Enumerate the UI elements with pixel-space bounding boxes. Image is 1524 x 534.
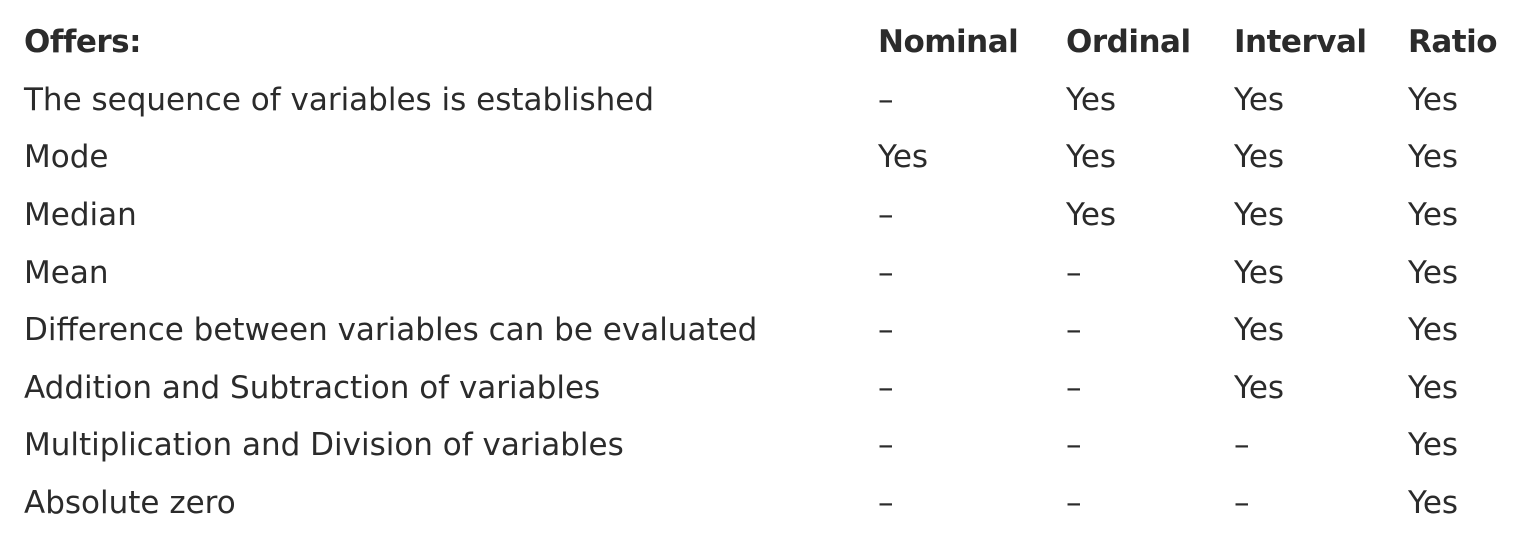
- row-label: The sequence of variables is established: [24, 81, 654, 118]
- cell-nominal: –: [878, 197, 894, 234]
- header-ordinal: Ordinal: [1066, 24, 1191, 61]
- cell-ordinal: Yes: [1066, 139, 1117, 176]
- table-row: Mean – – Yes Yes: [24, 244, 1500, 302]
- header-nominal: Nominal: [878, 24, 1019, 61]
- table-row: Absolute zero – – – Yes: [24, 475, 1500, 533]
- table-row: Difference between variables can be eval…: [24, 302, 1500, 360]
- cell-nominal: –: [878, 427, 894, 464]
- cell-nominal: –: [878, 81, 894, 118]
- cell-interval: –: [1234, 485, 1250, 522]
- table-row: Addition and Subtraction of variables – …: [24, 360, 1500, 418]
- header-ratio: Ratio: [1408, 24, 1498, 61]
- row-label: Median: [24, 197, 137, 234]
- table-row: Multiplication and Division of variables…: [24, 417, 1500, 475]
- cell-ratio: Yes: [1408, 427, 1459, 464]
- cell-ordinal: –: [1066, 312, 1082, 349]
- row-label: Addition and Subtraction of variables: [24, 369, 601, 406]
- cell-ratio: Yes: [1408, 81, 1459, 118]
- cell-interval: Yes: [1234, 81, 1285, 118]
- cell-ratio: Yes: [1408, 369, 1459, 406]
- header-row: Offers: Nominal Ordinal Interval Ratio: [24, 14, 1500, 72]
- row-label: Mean: [24, 254, 109, 291]
- cell-ordinal: –: [1066, 254, 1082, 291]
- measurement-scales-table: Offers: Nominal Ordinal Interval Ratio T…: [24, 14, 1500, 532]
- cell-interval: Yes: [1234, 139, 1285, 176]
- cell-interval: Yes: [1234, 197, 1285, 234]
- cell-ordinal: –: [1066, 485, 1082, 522]
- row-label: Mode: [24, 139, 109, 176]
- header-interval: Interval: [1234, 24, 1367, 61]
- cell-nominal: Yes: [878, 139, 929, 176]
- cell-nominal: –: [878, 254, 894, 291]
- row-label: Difference between variables can be eval…: [24, 312, 758, 349]
- cell-ratio: Yes: [1408, 254, 1459, 291]
- cell-ratio: Yes: [1408, 197, 1459, 234]
- cell-ordinal: Yes: [1066, 197, 1117, 234]
- cell-nominal: –: [878, 369, 894, 406]
- cell-ordinal: –: [1066, 369, 1082, 406]
- row-label: Multiplication and Division of variables: [24, 427, 624, 464]
- cell-ordinal: Yes: [1066, 81, 1117, 118]
- cell-nominal: –: [878, 485, 894, 522]
- cell-ordinal: –: [1066, 427, 1082, 464]
- table-row: Median – Yes Yes Yes: [24, 187, 1500, 245]
- header-offers: Offers:: [24, 24, 142, 61]
- cell-ratio: Yes: [1408, 485, 1459, 522]
- table-row: The sequence of variables is established…: [24, 72, 1500, 130]
- table-row: Mode Yes Yes Yes Yes: [24, 129, 1500, 187]
- cell-ratio: Yes: [1408, 312, 1459, 349]
- cell-interval: Yes: [1234, 369, 1285, 406]
- cell-interval: –: [1234, 427, 1250, 464]
- cell-interval: Yes: [1234, 312, 1285, 349]
- table-header: Offers: Nominal Ordinal Interval Ratio: [24, 14, 1500, 72]
- cell-interval: Yes: [1234, 254, 1285, 291]
- row-label: Absolute zero: [24, 485, 236, 522]
- cell-ratio: Yes: [1408, 139, 1459, 176]
- measurement-scales-table-container: Offers: Nominal Ordinal Interval Ratio T…: [24, 14, 1500, 532]
- cell-nominal: –: [878, 312, 894, 349]
- table-body: The sequence of variables is established…: [24, 72, 1500, 533]
